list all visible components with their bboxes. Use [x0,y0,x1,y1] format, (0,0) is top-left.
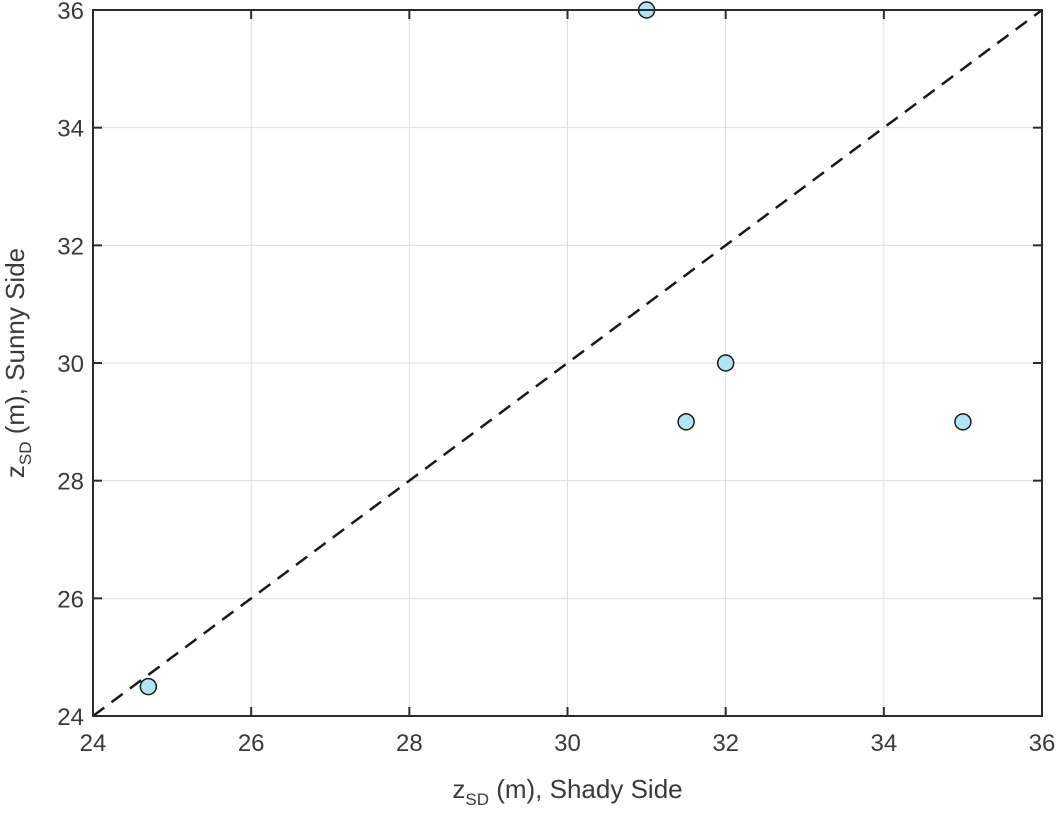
x-tick-label: 34 [870,730,897,757]
reference-line [92,8,1043,718]
x-tick-label: 36 [1029,730,1056,757]
x-tick-labels: 24 26 28 30 32 34 36 [80,730,1056,757]
data-points [139,1,972,696]
reference-line-group [92,8,1043,718]
x-tick-label: 28 [396,730,423,757]
y-tick-label: 30 [57,351,84,378]
y-axis-label: zSD (m), Sunny Side [0,248,35,478]
x-axis-label: zSD (m), Shady Side [452,774,682,809]
y-tick-label: 28 [57,469,84,496]
tick-marks [92,9,1043,717]
grid-lines [92,9,1043,717]
data-point [954,413,972,431]
x-tick-label: 26 [238,730,265,757]
y-tick-label: 26 [57,586,84,613]
y-tick-label: 36 [57,0,84,25]
y-tick-labels: 24 26 28 30 32 34 36 [57,0,84,731]
y-tick-label: 32 [57,233,84,260]
y-tick-label: 34 [57,116,84,143]
data-point [139,677,158,696]
y-tick-label: 24 [57,704,84,731]
data-point [716,354,735,372]
x-tick-label: 24 [80,730,107,757]
data-point [677,413,695,431]
x-tick-label: 32 [712,730,739,757]
x-tick-label: 30 [554,730,581,757]
